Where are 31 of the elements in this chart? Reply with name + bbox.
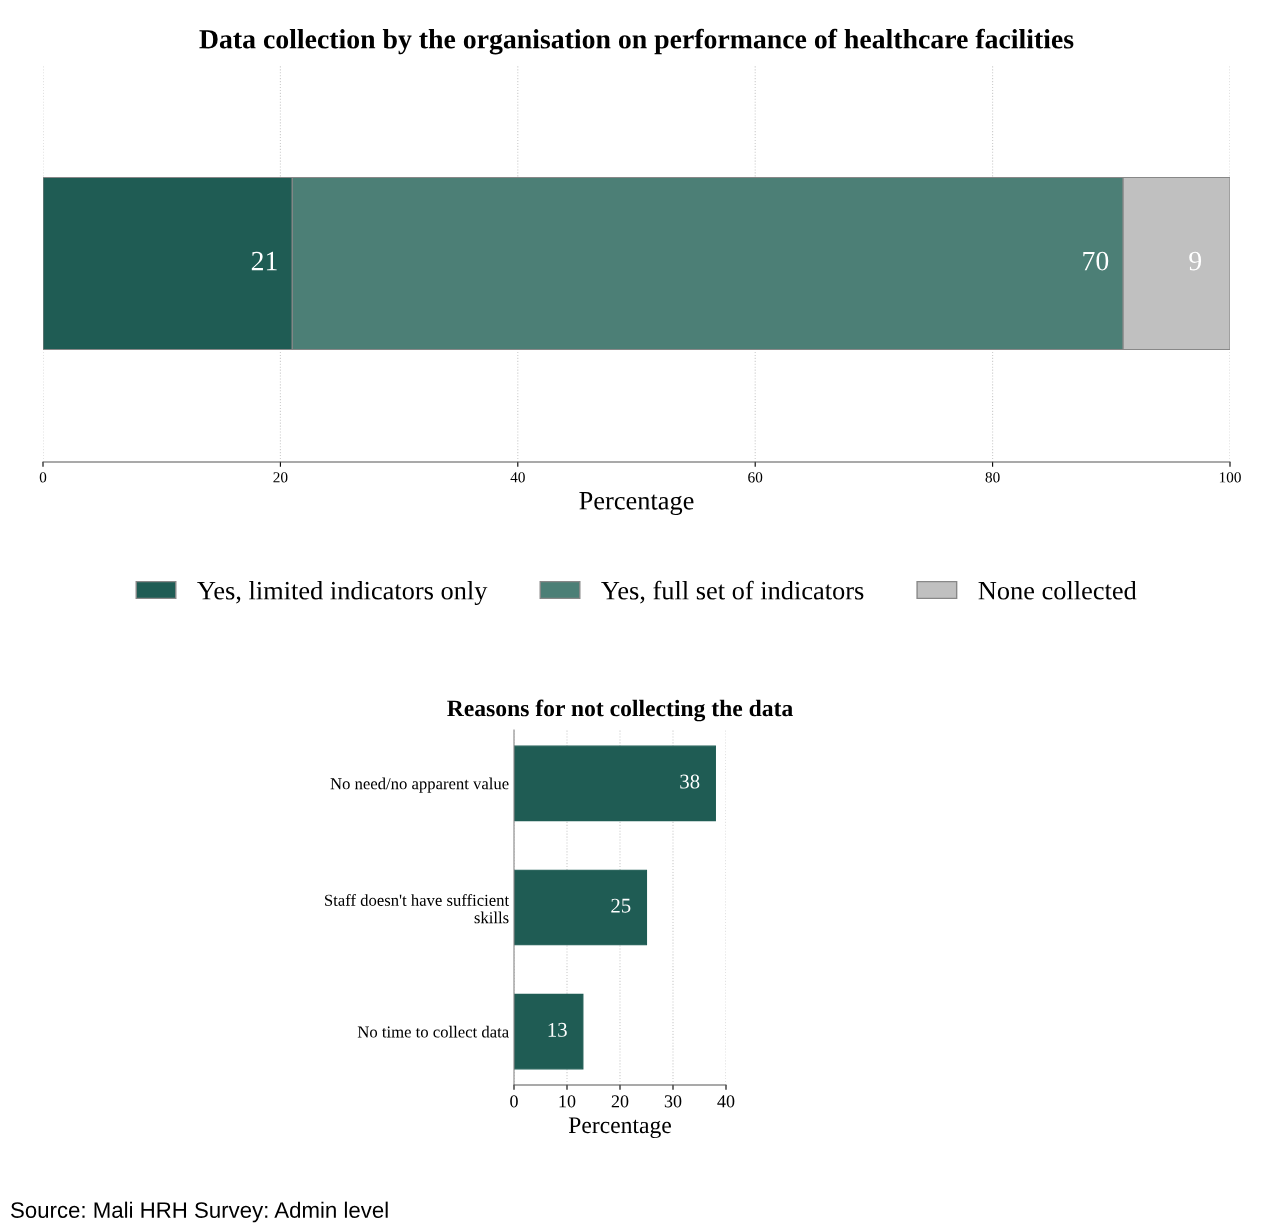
x-tick-label: 80: [985, 472, 1000, 483]
y-tick-label: No time to collect data: [357, 1025, 509, 1038]
data-label: 21: [251, 251, 277, 271]
data-label: 13: [548, 1022, 567, 1037]
legend-label: Yes, full set of indicators: [601, 580, 864, 604]
x-tick-label: 30: [664, 1095, 682, 1108]
legend-label: None collected: [978, 581, 1137, 600]
bar: [514, 745, 716, 822]
x-tick-label: 40: [510, 472, 525, 483]
chart-title: Reasons for not collecting the data: [447, 699, 793, 722]
data-label: 38: [680, 774, 700, 789]
x-tick-label: 0: [39, 472, 47, 483]
data-label: 25: [611, 898, 631, 913]
x-tick-label: 20: [611, 1095, 629, 1108]
y-tick-label: No need/no apparent value: [330, 777, 509, 793]
data-label: 9: [1189, 251, 1202, 271]
x-tick-label: 10: [559, 1095, 576, 1108]
x-tick-label: 0: [510, 1095, 518, 1108]
y-tick-label: Staff doesn't have sufficient skills: [325, 893, 510, 924]
x-tick-label: 100: [1219, 472, 1241, 483]
x-tick-label: 20: [273, 472, 288, 483]
data-label: 70: [1083, 251, 1109, 271]
x-axis-title: Percentage: [568, 1117, 671, 1139]
x-axis-title: Percentage: [579, 492, 694, 516]
legend-label: Yes, limited indicators only: [197, 581, 488, 606]
x-tick-label: 60: [748, 472, 763, 483]
x-tick-label: 40: [717, 1095, 735, 1108]
bar: [514, 869, 648, 946]
chart-title: Data collection by the organisation on performance of healthcare facilities: [199, 28, 1074, 55]
bar: [514, 993, 584, 1070]
source-note: Source: Mali HRH Survey: Admin level: [11, 1201, 388, 1223]
